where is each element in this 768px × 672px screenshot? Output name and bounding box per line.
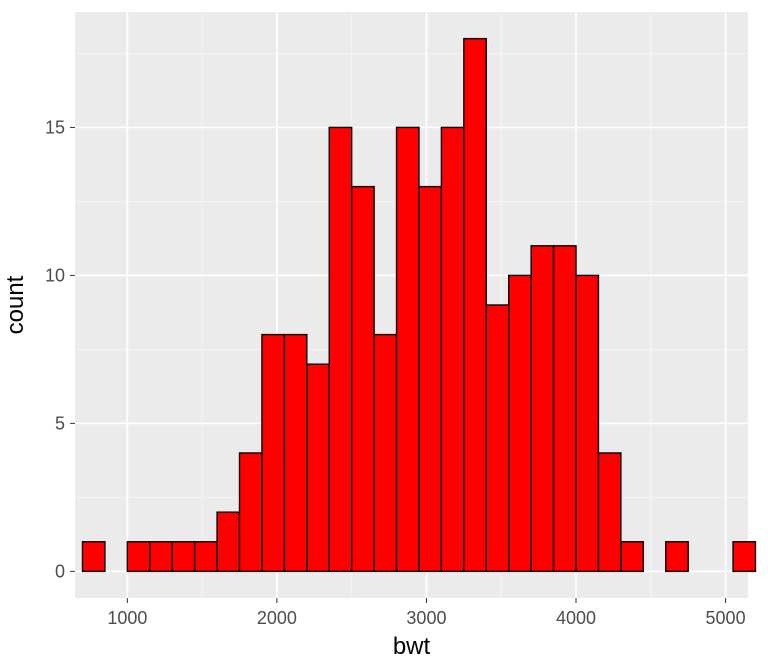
histogram-bar (284, 335, 306, 572)
histogram-bar (329, 127, 351, 571)
histogram-bar (733, 542, 755, 572)
y-tick-label: 5 (55, 413, 65, 433)
x-tick-label: 5000 (706, 608, 746, 628)
histogram-bar (150, 542, 172, 572)
histogram-bar (307, 364, 329, 571)
histogram-bar (172, 542, 194, 572)
y-tick-label: 0 (55, 561, 65, 581)
histogram-bar (486, 305, 508, 571)
histogram-bar (531, 246, 553, 572)
histogram-bar (441, 127, 463, 571)
y-axis-title: count (2, 275, 29, 334)
x-tick-label: 3000 (406, 608, 446, 628)
histogram-bar (621, 542, 643, 572)
histogram-bar (598, 453, 620, 571)
x-tick-label: 1000 (107, 608, 147, 628)
histogram-bar (82, 542, 104, 572)
histogram-bar (374, 335, 396, 572)
histogram-bar (554, 246, 576, 572)
histogram-bar (240, 453, 262, 571)
histogram-bar (217, 512, 239, 571)
x-axis-title: bwt (393, 633, 431, 660)
y-tick-label: 15 (45, 117, 65, 137)
histogram-bar (666, 542, 688, 572)
histogram-chart: 1000 2000 3000 4000 5000 0 5 10 15 bwt count (0, 0, 768, 672)
x-tick-label: 4000 (556, 608, 596, 628)
histogram-bar (576, 275, 598, 571)
histogram-bar (509, 275, 531, 571)
histogram-bar (262, 335, 284, 572)
histogram-bar (464, 39, 486, 572)
chart-svg: 1000 2000 3000 4000 5000 0 5 10 15 bwt count (0, 0, 768, 672)
x-tick-label: 2000 (257, 608, 297, 628)
y-tick-label: 10 (45, 265, 65, 285)
histogram-bar (352, 187, 374, 572)
histogram-bar (419, 187, 441, 572)
histogram-bar (195, 542, 217, 572)
histogram-bar (127, 542, 149, 572)
histogram-bar (397, 127, 419, 571)
